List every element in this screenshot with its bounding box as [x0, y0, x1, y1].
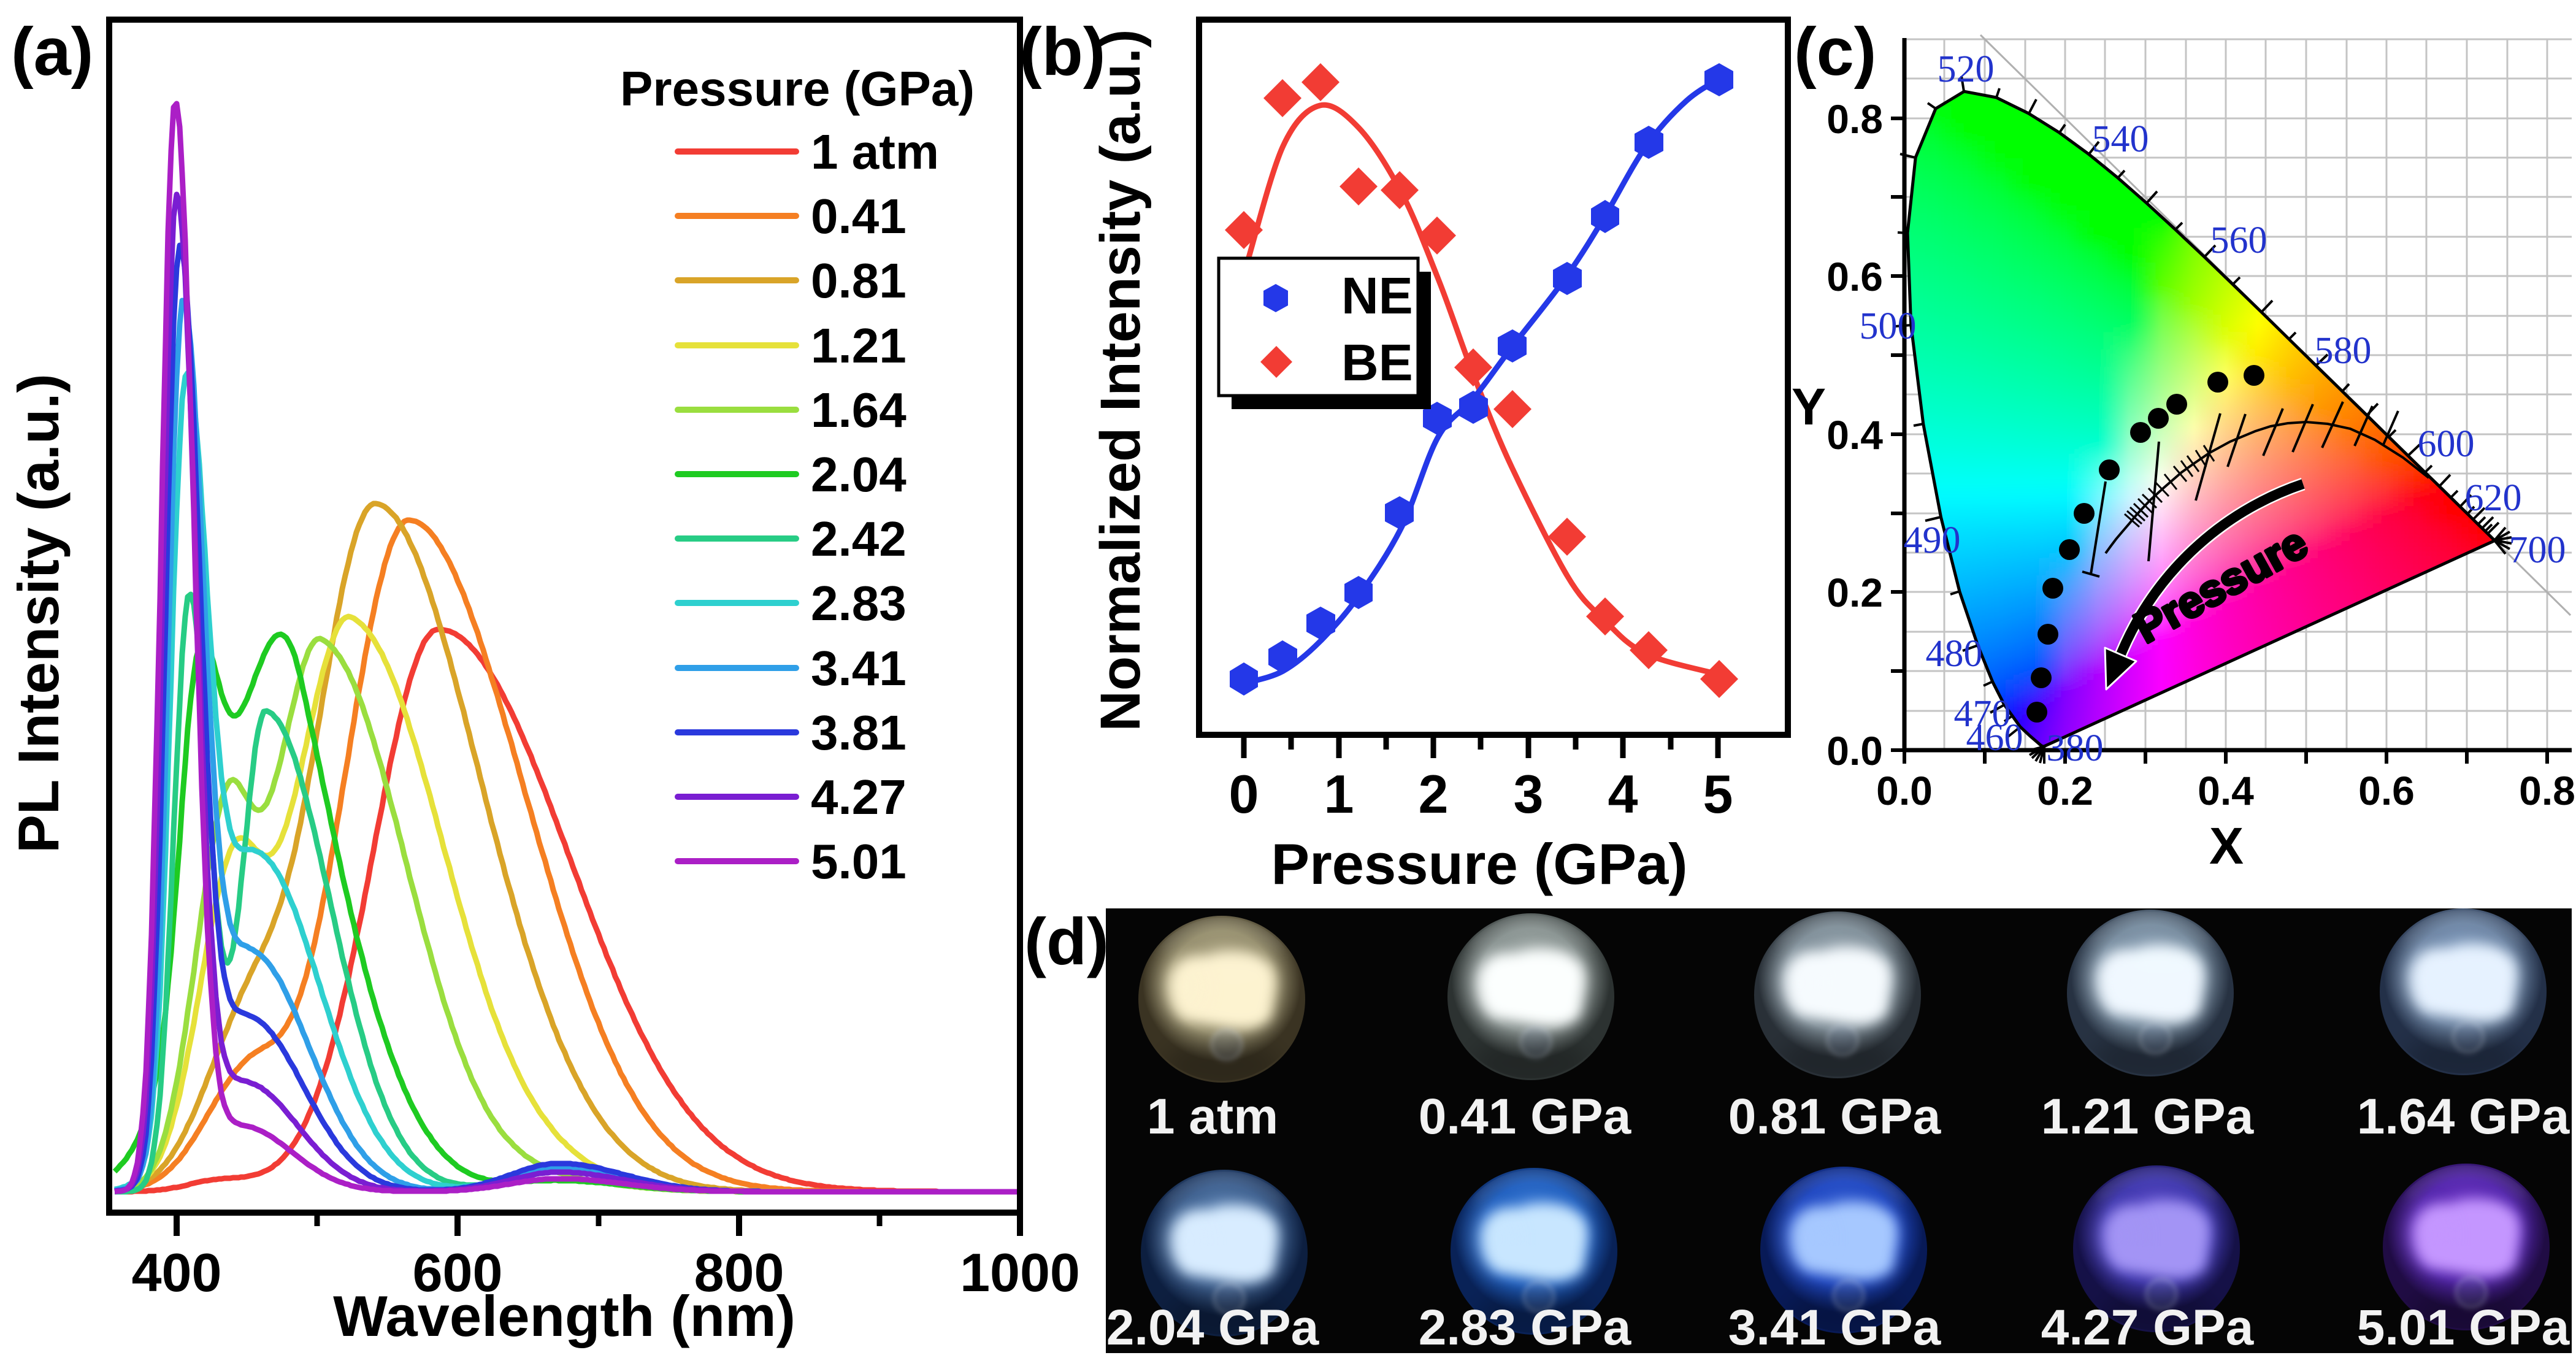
- svg-text:X: X: [2209, 817, 2244, 875]
- svg-text:0.8: 0.8: [2519, 768, 2575, 813]
- svg-text:BE: BE: [1341, 334, 1413, 391]
- svg-text:0.8: 0.8: [1827, 96, 1883, 142]
- svg-text:3: 3: [1514, 764, 1544, 824]
- svg-text:470: 470: [1954, 693, 2011, 735]
- svg-text:0.6: 0.6: [1827, 254, 1883, 299]
- svg-text:1 atm: 1 atm: [811, 125, 939, 179]
- svg-text:1 atm: 1 atm: [1147, 1089, 1278, 1145]
- svg-text:PL Intensity (a.u.): PL Intensity (a.u.): [6, 374, 71, 853]
- svg-text:620: 620: [2465, 477, 2522, 519]
- svg-text:0.41 GPa: 0.41 GPa: [1419, 1089, 1632, 1145]
- svg-text:800: 800: [694, 1242, 784, 1303]
- svg-text:4: 4: [1608, 764, 1638, 824]
- svg-text:2.42: 2.42: [811, 512, 907, 566]
- svg-text:2: 2: [1419, 764, 1449, 824]
- svg-text:400: 400: [132, 1242, 222, 1303]
- svg-text:3.81: 3.81: [811, 705, 907, 760]
- svg-text:480: 480: [1926, 633, 1983, 675]
- svg-text:2.04 GPa: 2.04 GPa: [1106, 1300, 1320, 1356]
- svg-text:500: 500: [1860, 305, 1917, 347]
- svg-text:(d): (d): [1024, 904, 1109, 978]
- svg-text:460: 460: [1966, 717, 2023, 759]
- svg-text:0.4: 0.4: [2198, 768, 2254, 813]
- svg-text:600: 600: [2418, 423, 2475, 465]
- svg-text:0.41: 0.41: [811, 189, 907, 244]
- svg-text:Pressure (GPa): Pressure (GPa): [620, 61, 975, 116]
- svg-text:4.27 GPa: 4.27 GPa: [2041, 1300, 2255, 1356]
- svg-text:1.64 GPa: 1.64 GPa: [2357, 1089, 2570, 1145]
- svg-text:5: 5: [1703, 764, 1733, 824]
- svg-text:Y: Y: [1792, 378, 1826, 435]
- svg-text:560: 560: [2210, 220, 2267, 261]
- svg-text:0.81: 0.81: [811, 253, 907, 308]
- svg-text:1.64: 1.64: [811, 383, 907, 437]
- svg-text:0.6: 0.6: [2358, 768, 2415, 813]
- svg-text:1.21: 1.21: [811, 318, 907, 373]
- svg-text:1.21 GPa: 1.21 GPa: [2041, 1089, 2255, 1145]
- svg-text:5.01 GPa: 5.01 GPa: [2357, 1300, 2570, 1356]
- svg-text:700: 700: [2509, 529, 2566, 571]
- svg-text:0.2: 0.2: [1827, 570, 1883, 615]
- svg-text:2.83 GPa: 2.83 GPa: [1419, 1300, 1632, 1356]
- svg-text:Normalized Intensity (a.u.): Normalized Intensity (a.u.): [1089, 29, 1152, 731]
- svg-text:2.04: 2.04: [811, 447, 907, 502]
- svg-text:NE: NE: [1341, 267, 1413, 324]
- svg-text:5.01: 5.01: [811, 834, 907, 889]
- svg-text:580: 580: [2315, 330, 2372, 372]
- svg-text:Pressure (GPa): Pressure (GPa): [1271, 832, 1687, 896]
- svg-text:0.2: 0.2: [2037, 768, 2093, 813]
- svg-text:(c): (c): [1794, 14, 1876, 90]
- svg-text:(a): (a): [11, 14, 93, 90]
- svg-text:520: 520: [1938, 48, 1995, 90]
- svg-text:1000: 1000: [960, 1242, 1080, 1303]
- svg-text:0.0: 0.0: [1876, 768, 1933, 813]
- svg-text:3.41 GPa: 3.41 GPa: [1728, 1300, 1942, 1356]
- svg-text:600: 600: [413, 1242, 503, 1303]
- svg-text:4.27: 4.27: [811, 770, 907, 824]
- svg-text:1: 1: [1324, 764, 1354, 824]
- svg-text:Wavelength (nm): Wavelength (nm): [333, 1284, 795, 1348]
- svg-text:540: 540: [2092, 118, 2149, 160]
- svg-text:0.81 GPa: 0.81 GPa: [1728, 1089, 1942, 1145]
- svg-text:(b): (b): [1019, 14, 1105, 90]
- svg-text:3.41: 3.41: [811, 641, 907, 696]
- svg-text:380: 380: [2047, 727, 2104, 769]
- svg-text:0.0: 0.0: [1827, 728, 1883, 773]
- svg-text:2.83: 2.83: [811, 576, 907, 631]
- svg-text:0: 0: [1229, 764, 1259, 824]
- svg-text:0.4: 0.4: [1827, 412, 1883, 458]
- svg-text:490: 490: [1904, 520, 1961, 561]
